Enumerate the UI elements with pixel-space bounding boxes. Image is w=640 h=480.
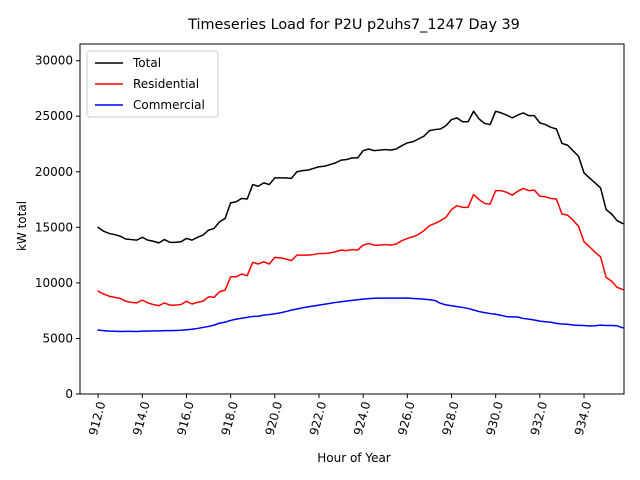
legend-label-commercial: Commercial: [133, 98, 205, 112]
chart-title: Timeseries Load for P2U p2uhs7_1247 Day …: [187, 17, 520, 33]
legend-box: [86, 50, 219, 118]
y-tick-label: 15000: [35, 220, 73, 234]
y-tick-label: 30000: [35, 54, 73, 68]
legend-label-total: Total: [132, 56, 161, 70]
series-line-commercial: [97, 297, 624, 333]
y-tick-label: 25000: [35, 109, 73, 123]
legend: Total Residential Commercial: [86, 50, 219, 118]
plot-frame: [79, 43, 625, 395]
series-layer: [97, 110, 624, 333]
y-tick-label: 20000: [35, 165, 73, 179]
y-tick-label: 5000: [42, 331, 73, 345]
y-tick-label: 10000: [35, 276, 73, 290]
legend-label-residential: Residential: [133, 77, 199, 91]
series-line-residential: [97, 187, 624, 307]
x-axis-label: Hour of Year: [317, 451, 391, 465]
y-axis-label: kW total: [15, 201, 29, 251]
y-tick-label: 0: [65, 387, 73, 401]
series-line-total: [97, 110, 624, 244]
